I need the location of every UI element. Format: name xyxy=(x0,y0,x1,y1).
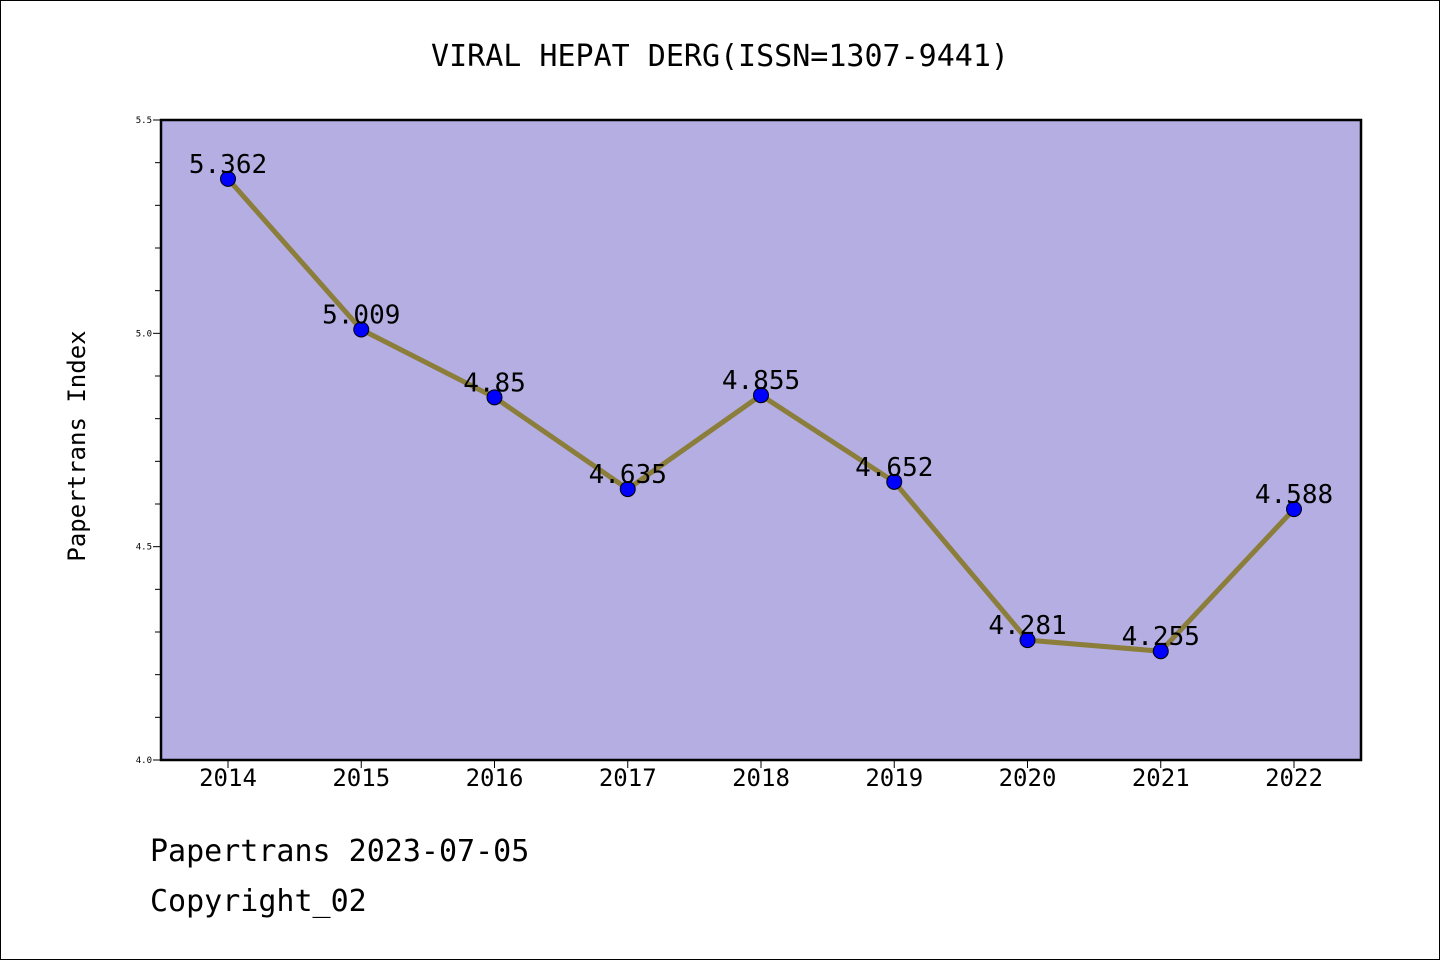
x-axis: 2014 2015 2016 2017 2018 2019 2020 2021 2022 xyxy=(199,760,1323,792)
data-point xyxy=(1019,632,1036,649)
footer-date: Papertrans 2023-07-05 xyxy=(150,834,530,869)
data-label: 4.281 xyxy=(988,611,1066,641)
y-tick-label: 4.0 xyxy=(136,756,152,766)
x-tick-label: 2022 xyxy=(1265,764,1323,792)
data-labels-group: 5.362 5.009 4.85 4.635 4.855 4.652 4.281 4.255 4… xyxy=(189,150,1333,652)
data-point xyxy=(886,473,903,490)
data-label: 4.652 xyxy=(855,453,933,483)
y-axis: 4.0 4.5 5.0 5.5 xyxy=(136,116,161,766)
data-label: 4.85 xyxy=(463,368,526,398)
data-point xyxy=(1286,501,1302,518)
data-point xyxy=(619,481,636,498)
y-tick-label: 4.5 xyxy=(136,543,152,553)
x-tick-label: 2021 xyxy=(1132,764,1190,792)
plot-area xyxy=(159,118,1363,762)
data-point xyxy=(1152,643,1169,660)
footer-copyright: Copyright_02 xyxy=(150,884,367,919)
chart-title: VIRAL HEPAT DERG(ISSN=1307-9441) xyxy=(431,39,1009,74)
data-point xyxy=(486,389,503,406)
data-label: 4.255 xyxy=(1122,622,1200,652)
x-tick-label: 2014 xyxy=(199,764,257,792)
y-tick-label: 5.0 xyxy=(136,329,152,339)
x-tick-label: 2016 xyxy=(466,764,524,792)
data-point xyxy=(753,387,769,404)
x-tick-label: 2020 xyxy=(999,764,1057,792)
x-tick-label: 2019 xyxy=(865,764,923,792)
x-tick-label: 2015 xyxy=(332,764,390,792)
data-label: 4.588 xyxy=(1255,480,1333,510)
data-label: 5.009 xyxy=(322,300,400,330)
y-tick-label: 5.5 xyxy=(136,116,152,126)
data-label: 4.635 xyxy=(589,460,667,490)
x-tick-label: 2017 xyxy=(599,764,657,792)
data-label: 5.362 xyxy=(189,150,267,180)
x-tick-label: 2018 xyxy=(732,764,790,792)
data-label: 4.855 xyxy=(722,366,800,396)
data-point xyxy=(220,170,236,187)
series-group xyxy=(220,170,1302,660)
y-axis-label: Papertrans Index xyxy=(63,330,91,561)
data-point xyxy=(353,321,370,338)
